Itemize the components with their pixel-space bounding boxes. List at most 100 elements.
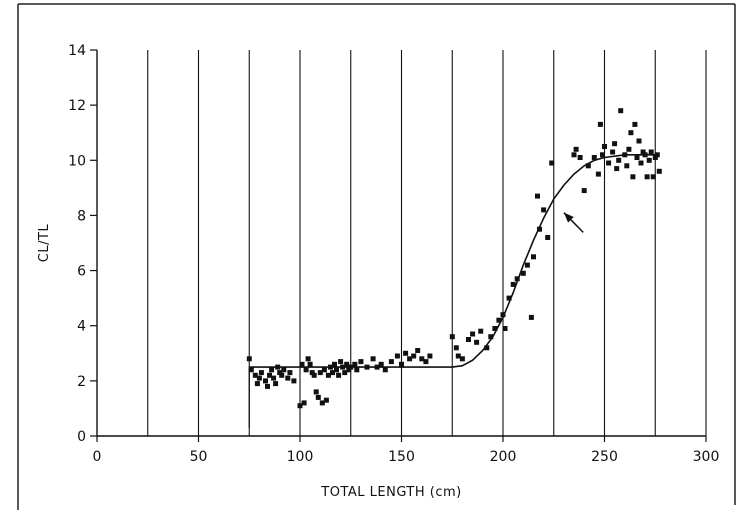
data-point-19 <box>297 403 303 409</box>
data-point-87 <box>545 235 551 240</box>
data-point-7 <box>265 383 270 389</box>
y-tick-label-7: 14 <box>68 43 86 59</box>
data-point-100 <box>610 149 616 155</box>
data-point-1 <box>248 367 254 373</box>
data-point-115 <box>642 152 648 158</box>
y-tick-label-5: 10 <box>68 153 86 169</box>
data-point-50 <box>374 364 380 370</box>
data-point-116 <box>644 174 650 180</box>
data-point-108 <box>628 130 634 136</box>
data-point-106 <box>624 163 630 169</box>
data-point-98 <box>602 144 607 149</box>
data-point-91 <box>577 155 583 160</box>
data-point-94 <box>591 155 597 160</box>
data-point-63 <box>449 334 455 340</box>
data-point-10 <box>271 375 277 381</box>
data-point-44 <box>348 364 354 370</box>
data-point-21 <box>301 400 307 406</box>
data-point-109 <box>630 174 636 180</box>
data-point-6 <box>263 378 268 384</box>
data-point-45 <box>352 361 358 367</box>
data-point-42 <box>344 361 350 367</box>
data-point-26 <box>311 372 317 378</box>
x-tick-label-5: 250 <box>591 449 618 465</box>
data-point-93 <box>585 163 591 169</box>
data-point-9 <box>269 367 275 373</box>
data-point-110 <box>632 121 638 127</box>
data-point-36 <box>332 361 337 367</box>
data-point-99 <box>606 160 612 166</box>
annotations <box>563 212 584 233</box>
data-point-5 <box>258 370 264 376</box>
data-point-56 <box>403 350 409 356</box>
data-point-119 <box>650 174 656 180</box>
data-point-121 <box>654 152 660 158</box>
y-tick-label-6: 12 <box>68 98 86 114</box>
data-point-8 <box>267 372 272 378</box>
data-point-64 <box>453 345 459 351</box>
data-point-92 <box>581 188 587 194</box>
data-point-62 <box>427 353 433 359</box>
data-point-27 <box>313 389 319 395</box>
y-tick-label-1: 2 <box>77 374 86 390</box>
data-point-53 <box>388 359 394 365</box>
data-point-23 <box>305 356 311 362</box>
data-point-0 <box>246 356 252 362</box>
data-point-102 <box>614 166 620 172</box>
y-tick-label-3: 6 <box>77 264 86 280</box>
data-point-112 <box>636 138 642 144</box>
data-point-118 <box>648 149 654 155</box>
data-point-24 <box>307 361 313 367</box>
data-point-25 <box>309 370 315 376</box>
data-point-37 <box>334 367 339 373</box>
data-point-17 <box>287 370 293 376</box>
data-point-28 <box>315 394 321 400</box>
data-point-101 <box>612 141 618 147</box>
data-point-33 <box>325 372 331 378</box>
data-point-2 <box>252 372 258 378</box>
data-point-38 <box>336 372 342 378</box>
data-point-34 <box>328 364 333 370</box>
data-point-81 <box>524 262 530 268</box>
data-point-97 <box>600 152 605 158</box>
data-point-70 <box>478 328 484 334</box>
data-points <box>246 108 662 409</box>
data-point-32 <box>323 397 329 403</box>
data-point-29 <box>317 370 323 376</box>
data-point-59 <box>415 348 421 353</box>
x-axis-ticks: 0 50 100 150 200 250 300 <box>93 436 720 465</box>
data-point-35 <box>330 370 335 376</box>
data-point-67 <box>466 337 471 342</box>
data-point-82 <box>528 314 534 320</box>
data-point-3 <box>254 381 260 387</box>
data-point-31 <box>321 367 327 373</box>
data-point-30 <box>319 400 325 406</box>
y-axis-label: CL/TL <box>37 224 52 263</box>
y-tick-label-2: 4 <box>77 319 86 335</box>
data-point-20 <box>299 361 305 367</box>
data-point-13 <box>277 370 283 376</box>
data-point-78 <box>510 281 516 287</box>
chart-frame <box>17 3 736 510</box>
data-point-15 <box>281 367 287 373</box>
data-point-14 <box>279 372 285 378</box>
data-point-54 <box>394 353 400 359</box>
data-point-55 <box>399 361 404 367</box>
data-point-75 <box>500 312 506 318</box>
x-tick-label-4: 200 <box>490 449 517 465</box>
data-point-96 <box>597 121 603 127</box>
data-point-16 <box>285 375 291 381</box>
data-point-73 <box>492 326 498 331</box>
x-tick-label-6: 300 <box>693 449 720 465</box>
data-point-48 <box>364 364 370 370</box>
data-point-85 <box>537 226 542 232</box>
data-point-114 <box>640 149 646 155</box>
data-point-79 <box>514 276 520 282</box>
data-point-111 <box>634 155 640 160</box>
x-axis-label: TOTAL LENGTH (cm) <box>320 485 461 500</box>
data-point-39 <box>338 359 344 365</box>
data-point-18 <box>291 378 297 384</box>
x-tick-label-2: 100 <box>287 449 314 465</box>
y-tick-label-4: 8 <box>77 208 86 224</box>
